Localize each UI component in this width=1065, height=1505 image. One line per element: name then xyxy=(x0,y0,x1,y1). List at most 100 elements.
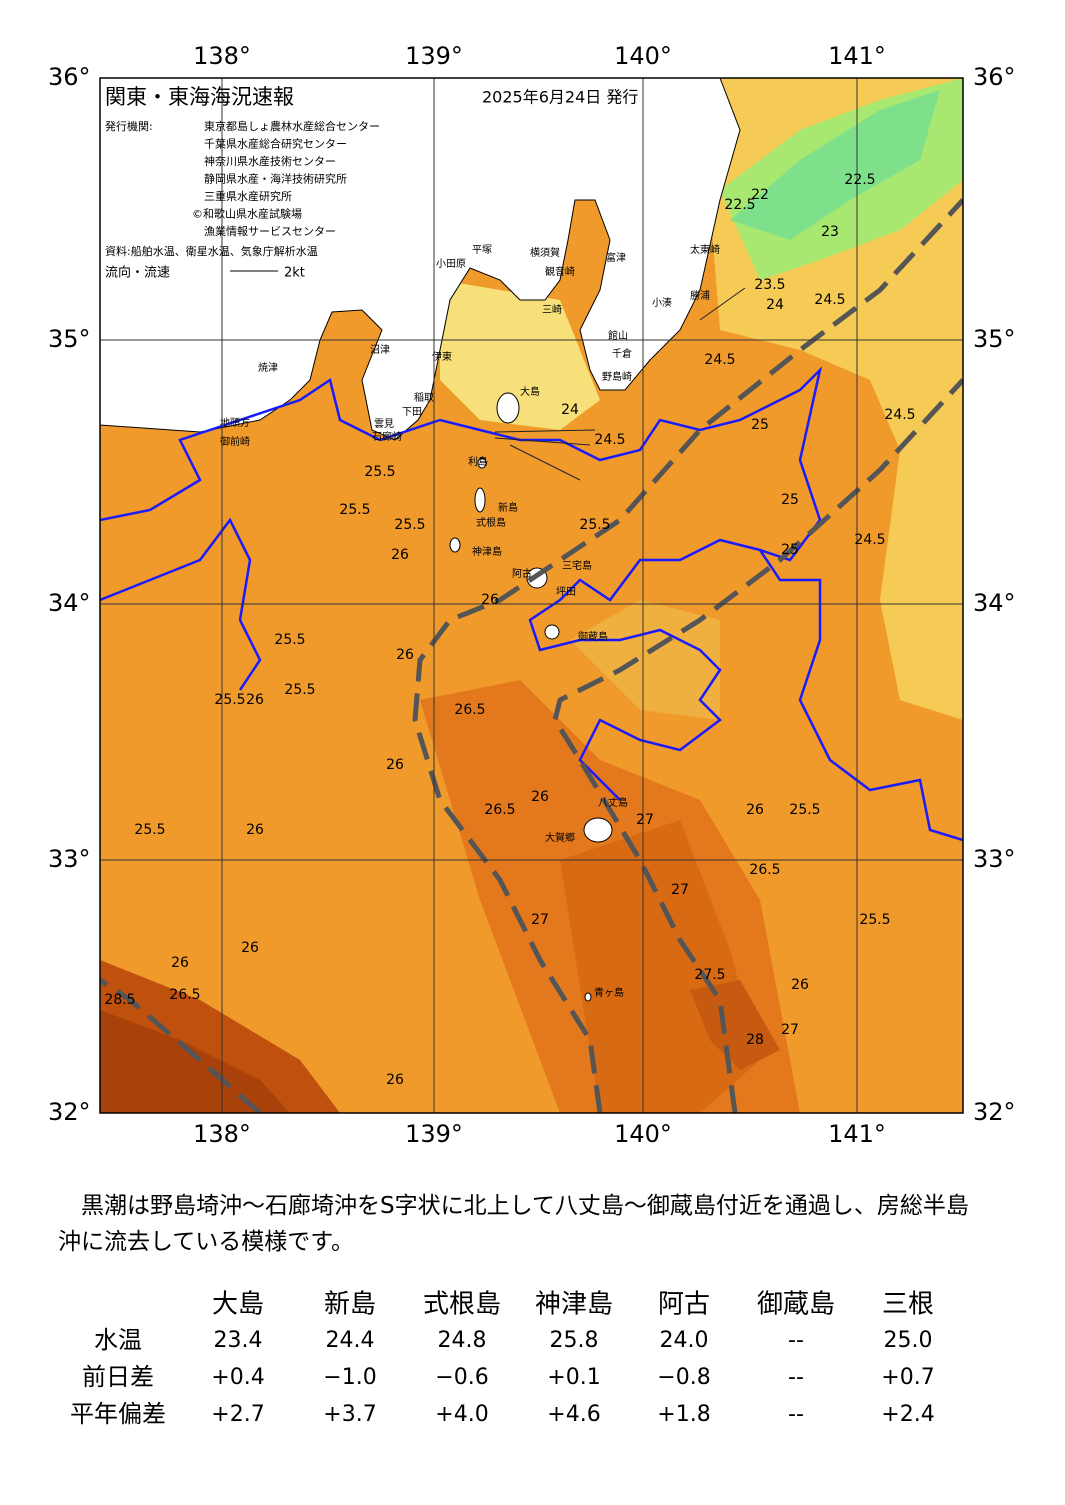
lat-label: 32° xyxy=(973,1098,1016,1126)
contour-label: 26 xyxy=(386,757,404,773)
issuer: 三重県水産研究所 xyxy=(204,189,292,203)
cell: +4.6 xyxy=(547,1402,600,1427)
place-name: 阿古 xyxy=(512,567,532,580)
grid-lines xyxy=(100,78,963,1113)
issuer: 静岡県水産・海洋技術研究所 xyxy=(204,172,347,186)
cell: 25.0 xyxy=(884,1328,933,1353)
place-name: 小田原 xyxy=(436,258,466,270)
contour-label: 25.5 xyxy=(284,682,315,698)
contour-label: 26 xyxy=(246,822,264,838)
contour-label: 26 xyxy=(481,592,499,608)
cell: 24.8 xyxy=(438,1328,487,1353)
place-name: 千倉 xyxy=(612,347,632,360)
contour-label: 27 xyxy=(781,1022,799,1038)
lon-label: 140° xyxy=(614,1120,672,1148)
place-name: 御前崎 xyxy=(220,435,250,448)
legend-label: 流向・流速 xyxy=(105,265,170,281)
hot-zone xyxy=(100,1010,290,1113)
place-name: 勝浦 xyxy=(690,289,710,302)
cell: −0.8 xyxy=(657,1365,710,1390)
cell: -- xyxy=(788,1365,804,1390)
column-header: 式根島 xyxy=(423,1290,501,1320)
row-label: 平年偏差 xyxy=(70,1400,166,1428)
place-name: 地頭方 xyxy=(220,416,250,429)
contour-label: 24 xyxy=(561,402,579,418)
contour-label: 23 xyxy=(821,224,839,240)
place-name: 大賀郷 xyxy=(545,831,575,844)
lat-label: 34° xyxy=(48,589,91,617)
lat-label: 36° xyxy=(48,63,91,91)
cell: −1.0 xyxy=(323,1365,376,1390)
contour-label: 25 xyxy=(751,417,769,433)
contour-label: 25.5 xyxy=(859,912,890,928)
place-name: 三崎 xyxy=(542,303,562,316)
contour-label: 25 xyxy=(781,492,799,508)
contour-label: 24 xyxy=(766,297,784,313)
map: 関東・東海海況速報 2025年6月24日 発行 発行機関: 資料:船舶水温、衛星… xyxy=(48,42,1016,1148)
lat-label: 33° xyxy=(973,845,1016,873)
place-name: 神津島 xyxy=(472,545,502,558)
column-header: 阿古 xyxy=(658,1290,710,1320)
cold-zone xyxy=(730,90,940,240)
issuer: 神奈川県水産技術センター xyxy=(204,154,336,168)
contour-label: 26.5 xyxy=(454,702,485,718)
lon-label: 139° xyxy=(405,42,463,70)
contour-label: 22.5 xyxy=(844,172,875,188)
contour-label: 26 xyxy=(391,547,409,563)
issuer-label: 発行機関: xyxy=(105,119,153,133)
column-header: 新島 xyxy=(324,1290,376,1320)
cell: 23.4 xyxy=(214,1328,263,1353)
lat-label: 33° xyxy=(48,845,91,873)
place-name: 雲見 xyxy=(374,418,394,430)
contour-label: 27 xyxy=(636,812,654,828)
contour-label: 25.5 xyxy=(134,822,165,838)
contour-label: 27.5 xyxy=(694,967,725,983)
cell: −0.6 xyxy=(435,1365,488,1390)
contour-label: 23.5 xyxy=(754,277,785,293)
legend-value: 2kt xyxy=(284,266,305,281)
place-name: 新島 xyxy=(498,501,518,514)
issuer: ©和歌山県水産試験場 xyxy=(192,207,302,221)
issuer: 東京都島しょ農林水産総合センター xyxy=(204,119,380,133)
place-name: 下田 xyxy=(402,407,422,418)
place-name: 御蔵島 xyxy=(578,630,608,643)
cell: -- xyxy=(788,1328,804,1353)
place-name: 大島 xyxy=(520,385,540,398)
place-name: 坪田 xyxy=(556,585,576,598)
contour-label: 26 xyxy=(531,789,549,805)
place-name: 三宅島 xyxy=(562,559,592,572)
place-name: 青ヶ島 xyxy=(594,986,624,999)
contour-label: 26 xyxy=(171,955,189,971)
current-arrows xyxy=(494,287,746,481)
contour-label: 26 xyxy=(241,940,259,956)
contour-label: 24.5 xyxy=(814,292,845,308)
place-name: 太東崎 xyxy=(690,243,720,256)
place-name: 沼津 xyxy=(370,343,390,356)
place-name: 八丈島 xyxy=(598,796,628,809)
land xyxy=(100,78,741,441)
contour-label: 28 xyxy=(746,1032,764,1048)
cell: 24.4 xyxy=(326,1328,375,1353)
place-name: 観音崎 xyxy=(545,265,575,278)
cool-zone xyxy=(440,280,600,430)
contour-label: 26 xyxy=(246,692,264,708)
column-header: 神津島 xyxy=(535,1290,613,1320)
lon-label: 140° xyxy=(614,42,672,70)
contour-label: 26 xyxy=(386,1072,404,1088)
cell: 24.0 xyxy=(660,1328,709,1353)
kuroshio-axis xyxy=(100,198,963,1113)
lat-label: 36° xyxy=(973,63,1016,91)
contour-label: 22 xyxy=(751,187,769,203)
cell: +1.8 xyxy=(657,1402,710,1427)
contour-label: 25.5 xyxy=(579,517,610,533)
column-header: 大島 xyxy=(212,1290,264,1320)
place-name: 横須賀 xyxy=(530,246,560,259)
contour-label: 26.5 xyxy=(749,862,780,878)
lon-label: 138° xyxy=(193,1120,251,1148)
cell: +2.7 xyxy=(211,1402,264,1427)
lon-label: 139° xyxy=(405,1120,463,1148)
cell: +3.7 xyxy=(323,1402,376,1427)
contour-label: 26 xyxy=(396,647,414,663)
